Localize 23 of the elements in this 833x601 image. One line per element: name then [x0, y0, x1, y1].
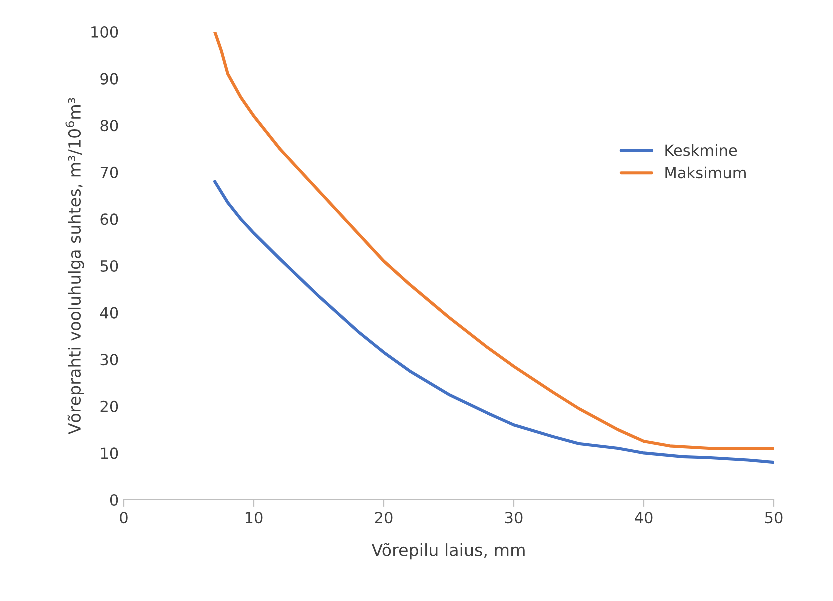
x-axis-title: Võrepilu laius, mm [372, 543, 525, 560]
y-tick-label: 100 [92, 26, 118, 38]
y-tick-label: 90 [100, 73, 118, 85]
y-tick-label: 50 [100, 260, 118, 272]
x-tick-label: 30 [505, 512, 523, 524]
legend-label: Keskmine [666, 144, 738, 156]
x-tick-label: 0 [120, 512, 128, 524]
y-tick-label: 70 [100, 166, 118, 178]
y-tick-label: 60 [100, 214, 118, 226]
x-tick-label: 20 [375, 512, 393, 524]
y-tick-label: 40 [100, 307, 118, 319]
y-tick-label: 30 [100, 354, 118, 366]
y-tick-label: 80 [100, 120, 118, 132]
y-tick-label: 0 [110, 494, 118, 506]
x-tick-label: 10 [246, 512, 263, 524]
line-series [213, 32, 774, 450]
legend-label: Maksimum [666, 166, 746, 179]
y-tick-label: 10 [101, 448, 118, 460]
y-tick-label: 20 [100, 400, 118, 412]
line-series [213, 180, 774, 464]
y-axis-title: Võreprahti vooluhulga suhtes, m³/10$^{6}$m³ [66, 98, 84, 435]
x-tick-label: 50 [765, 512, 783, 524]
x-tick-label: 40 [635, 512, 653, 524]
